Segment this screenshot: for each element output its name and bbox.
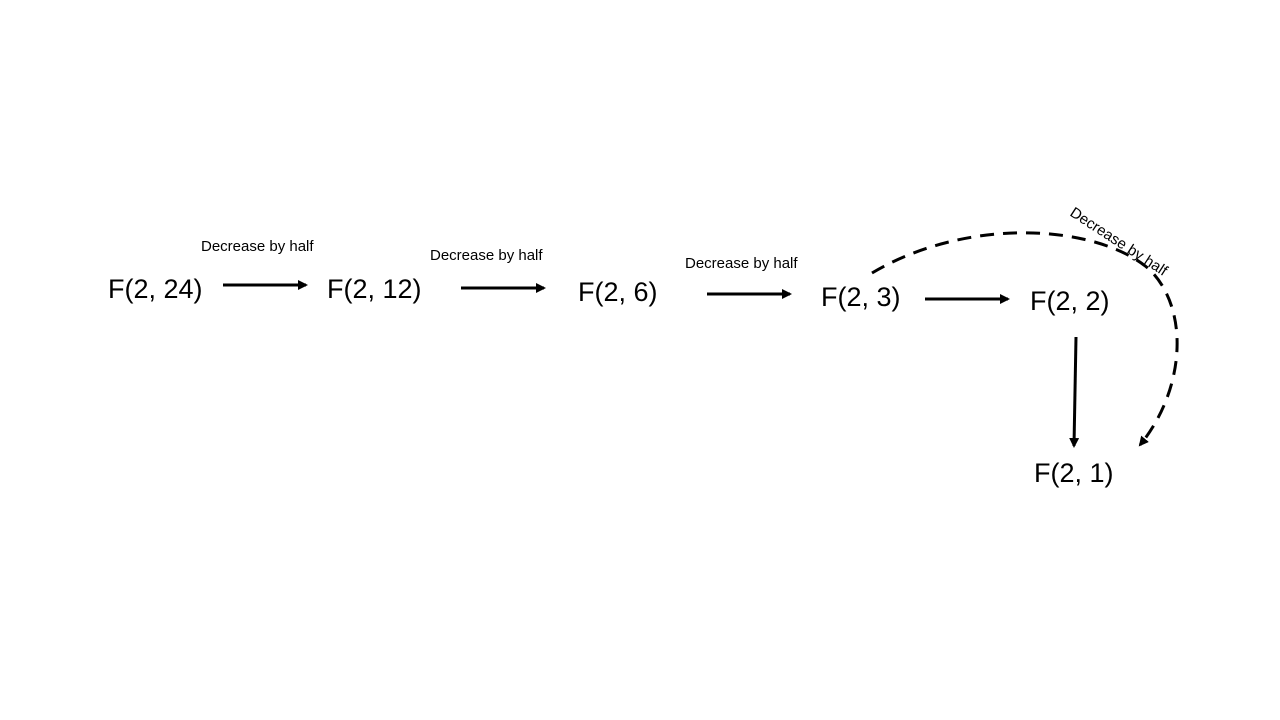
node-f-2-6: F(2, 6) <box>578 277 658 307</box>
node-f-2-12: F(2, 12) <box>327 274 422 304</box>
edge-3-to-1-dashed <box>871 231 1179 447</box>
node-f-2-3: F(2, 3) <box>821 282 901 312</box>
edge-label-24-to-12: Decrease by half <box>201 238 314 255</box>
edge-label-12-to-6: Decrease by half <box>430 247 543 264</box>
node-f-2-1: F(2, 1) <box>1034 458 1114 488</box>
edge-2-to-1 <box>1069 336 1080 448</box>
node-f-2-24: F(2, 24) <box>108 274 203 304</box>
edge-label-6-to-3: Decrease by half <box>685 255 798 272</box>
edge-label-3-to-1-dashed: Decrease by half <box>1067 204 1171 280</box>
node-f-2-2: F(2, 2) <box>1030 286 1110 316</box>
